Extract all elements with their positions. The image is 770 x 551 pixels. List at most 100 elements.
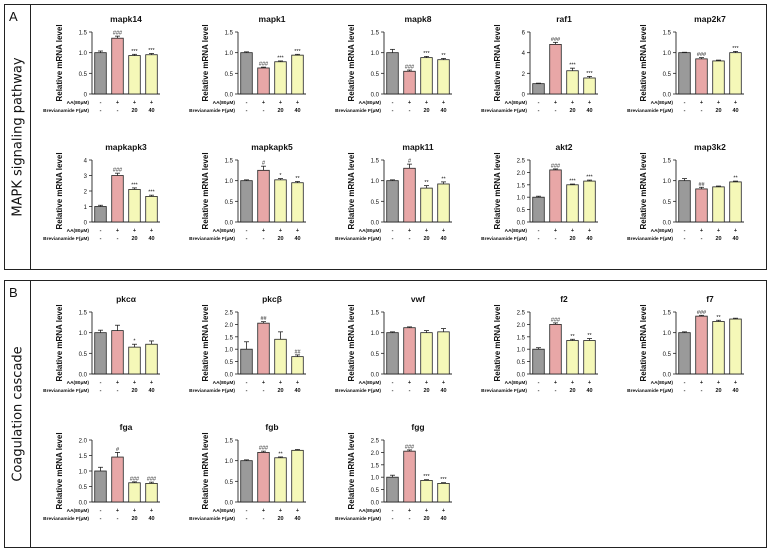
dose-mark: - xyxy=(409,108,411,114)
bar-aa xyxy=(403,167,416,223)
aa-mark: + xyxy=(554,380,557,386)
y-tick-label: 0.5 xyxy=(517,360,526,366)
y-tick-label: 1.5 xyxy=(371,159,380,165)
aa-mark: + xyxy=(571,228,574,234)
dose-mark: 20 xyxy=(277,516,283,522)
bar-aa-20 xyxy=(712,186,725,223)
row-label-dose: Brevianamide F(μM) xyxy=(335,388,381,394)
y-tick-label: 2.5 xyxy=(517,159,526,165)
y-tick-label: 1.0 xyxy=(225,51,234,57)
dose-mark: - xyxy=(263,236,265,242)
y-tick-label: 1.5 xyxy=(517,183,526,189)
row-label-dose: Brevianamide F(μM) xyxy=(627,236,673,242)
significance-label: *** xyxy=(423,51,430,57)
bar-aa-40 xyxy=(291,54,304,95)
chart-pkcb: pkcβ Relative mRNA level 0.0 0.5 1.0 1.5 2.0 2.… xyxy=(189,294,306,394)
row-label-aa: AA(80μM) xyxy=(651,100,674,106)
y-axis-label: Relative mRNA level xyxy=(493,152,502,229)
chart-title: f2 xyxy=(560,294,568,304)
dose-mark: 40 xyxy=(294,516,300,522)
dose-mark: 20 xyxy=(277,388,283,394)
y-tick-label: 0.5 xyxy=(663,200,672,206)
chart-fgb: fgb Relative mRNA level 0.0 0.5 1.0 1.5 ### ** A… xyxy=(189,422,306,522)
bar-aa xyxy=(111,37,124,95)
aa-mark: + xyxy=(442,380,445,386)
dose-mark: - xyxy=(555,108,557,114)
y-tick-label: 0.5 xyxy=(371,72,380,78)
significance-label: ** xyxy=(295,176,300,182)
dose-mark: - xyxy=(392,108,394,114)
dose-mark: 40 xyxy=(148,388,154,394)
bar-aa xyxy=(257,322,270,375)
chart-title: fgb xyxy=(265,422,278,432)
bar-control xyxy=(386,52,399,95)
bar-aa xyxy=(257,169,270,223)
dose-mark: 20 xyxy=(715,388,721,394)
aa-mark: + xyxy=(116,100,119,106)
significance-label: ### xyxy=(405,444,415,450)
y-tick-label: 0.5 xyxy=(79,485,88,491)
y-tick-label: 1.0 xyxy=(225,459,234,465)
aa-mark: + xyxy=(279,508,282,514)
aa-mark: + xyxy=(116,380,119,386)
chart-mapkapk5: mapkapk5 Relative mRNA level 0.0 0.5 1.0 1.5 #… xyxy=(189,142,306,242)
dose-mark: 20 xyxy=(131,108,137,114)
y-tick-label: 1.5 xyxy=(663,31,672,37)
row-label-aa: AA(80μM) xyxy=(359,228,382,234)
dose-mark: - xyxy=(684,388,686,394)
significance-label: *** xyxy=(586,71,593,77)
row-label-aa: AA(80μM) xyxy=(505,228,528,234)
aa-mark: + xyxy=(734,100,737,106)
row-label-aa: AA(80μM) xyxy=(505,380,528,386)
significance-label: ** xyxy=(587,333,592,339)
chart-map3k2: map3k2 Relative mRNA level 0.0 0.5 1.0 1.5 ## *… xyxy=(627,142,744,242)
bar-aa-20 xyxy=(128,55,141,95)
bar-aa-40 xyxy=(291,182,304,223)
significance-label: ** xyxy=(733,176,738,182)
bar-aa xyxy=(111,175,124,223)
significance-label: * xyxy=(279,173,282,179)
y-tick-label: 0.5 xyxy=(79,72,88,78)
dose-mark: 40 xyxy=(440,108,446,114)
y-tick-label: 0.0 xyxy=(371,501,380,507)
dose-mark: 20 xyxy=(423,108,429,114)
significance-label: ### xyxy=(113,31,123,37)
aa-mark: - xyxy=(684,100,686,106)
significance-label: *** xyxy=(277,55,284,61)
significance-label: ** xyxy=(441,53,446,59)
dose-mark: - xyxy=(684,236,686,242)
bar-aa-20 xyxy=(274,457,287,503)
aa-mark: + xyxy=(262,100,265,106)
y-tick-label: 0.5 xyxy=(225,360,234,366)
y-tick-label: 0.0 xyxy=(225,93,234,99)
dose-mark: - xyxy=(538,108,540,114)
panel-a-letter: A xyxy=(9,9,18,24)
dose-mark: 40 xyxy=(294,236,300,242)
y-tick-label: 1.5 xyxy=(663,311,672,317)
significance-label: ## xyxy=(294,349,301,355)
bar-aa-40 xyxy=(583,340,596,375)
dose-mark: 40 xyxy=(732,108,738,114)
dose-mark: - xyxy=(117,388,119,394)
dose-mark: 40 xyxy=(148,516,154,522)
bar-aa-20 xyxy=(712,60,725,95)
row-label-dose: Brevianamide F(μM) xyxy=(627,388,673,394)
dose-mark: 40 xyxy=(732,388,738,394)
aa-mark: + xyxy=(442,228,445,234)
dose-mark: - xyxy=(117,108,119,114)
y-tick-label: 1.0 xyxy=(225,179,234,185)
y-tick-label: 0.5 xyxy=(663,72,672,78)
y-axis-label: Relative mRNA level xyxy=(639,152,648,229)
dose-mark: 40 xyxy=(732,236,738,242)
dose-mark: 20 xyxy=(131,388,137,394)
dose-mark: 20 xyxy=(277,236,283,242)
chart-fgg: fgg Relative mRNA level 0.0 0.5 1.0 1.5 2.0 2.5… xyxy=(335,422,452,522)
panel-a-title: MAPK signaling pathway xyxy=(10,57,26,217)
dose-mark: 20 xyxy=(715,108,721,114)
y-tick-label: 2.5 xyxy=(517,311,526,317)
aa-mark: - xyxy=(538,100,540,106)
y-tick-label: 0.0 xyxy=(663,221,672,227)
dose-mark: 40 xyxy=(586,108,592,114)
row-label-dose: Brevianamide F(μM) xyxy=(43,236,89,242)
chart-title: f7 xyxy=(706,294,714,304)
